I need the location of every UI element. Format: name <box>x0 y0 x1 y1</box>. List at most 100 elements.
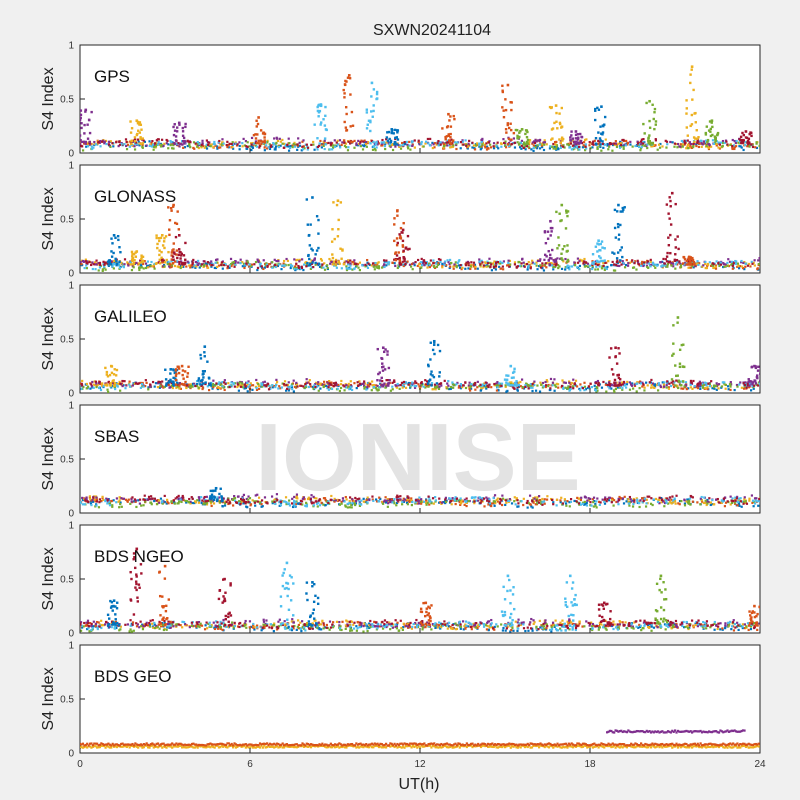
peak-point <box>369 119 372 123</box>
data-point <box>756 384 760 387</box>
data-point <box>481 141 485 145</box>
data-point <box>524 385 527 388</box>
data-point <box>236 383 239 386</box>
data-point <box>191 260 194 263</box>
data-point <box>248 386 251 389</box>
peak-point <box>317 103 321 107</box>
data-point <box>673 500 677 503</box>
data-point <box>322 140 325 143</box>
peak-point <box>254 137 258 140</box>
data-point <box>641 260 644 264</box>
peak-point <box>759 372 760 375</box>
data-point <box>654 139 658 142</box>
data-point <box>692 379 695 383</box>
data-point <box>443 263 446 266</box>
data-point <box>343 141 346 144</box>
data-point <box>210 384 214 387</box>
data-point <box>580 259 583 262</box>
data-point <box>85 261 88 265</box>
data-point <box>142 385 145 388</box>
data-point <box>748 499 751 502</box>
data-point <box>430 382 434 385</box>
data-point <box>382 385 385 388</box>
peak-point <box>164 378 168 381</box>
data-point <box>241 142 244 145</box>
data-point <box>413 146 416 149</box>
data-point <box>377 261 380 264</box>
data-point <box>454 261 457 264</box>
data-point <box>493 145 497 148</box>
data-point <box>458 266 462 269</box>
peak-point <box>515 383 518 386</box>
data-point <box>312 265 315 269</box>
data-point <box>539 381 542 384</box>
data-point <box>459 264 462 267</box>
peak-point <box>178 142 182 146</box>
peak-point <box>505 374 508 377</box>
data-point <box>320 146 323 149</box>
data-point <box>726 143 729 146</box>
data-point <box>391 381 394 384</box>
peak-point <box>82 140 86 143</box>
data-point <box>615 260 618 264</box>
peak-point <box>545 255 548 258</box>
peak-point <box>594 142 598 145</box>
data-point <box>90 499 93 502</box>
data-point <box>659 385 663 389</box>
peak-point <box>309 223 312 226</box>
data-point <box>223 504 227 507</box>
data-point <box>521 385 524 389</box>
data-point <box>550 262 553 265</box>
data-point <box>85 382 88 386</box>
data-point <box>510 143 513 146</box>
peak-point <box>599 242 602 246</box>
data-point <box>582 141 586 144</box>
data-point <box>176 142 179 145</box>
data-point <box>732 144 735 147</box>
data-point <box>99 388 103 392</box>
data-point <box>376 140 379 143</box>
data-point <box>117 382 120 386</box>
data-point <box>495 384 498 387</box>
data-point <box>244 139 248 143</box>
data-point <box>543 258 546 261</box>
data-point <box>501 265 504 268</box>
peak-point <box>749 380 753 383</box>
data-point <box>668 382 671 385</box>
data-point <box>524 384 527 387</box>
peak-point <box>382 350 386 354</box>
data-point <box>397 144 400 147</box>
data-point <box>191 266 194 269</box>
data-point <box>145 144 148 147</box>
data-point <box>481 261 484 264</box>
peak-point <box>648 134 651 137</box>
data-point <box>755 146 759 150</box>
data-point <box>216 258 219 261</box>
peak-point <box>391 261 394 264</box>
data-point <box>166 498 169 501</box>
data-point <box>528 146 531 150</box>
data-point <box>191 261 194 265</box>
data-point <box>187 140 190 143</box>
peak-point <box>172 258 175 261</box>
data-point <box>492 265 496 269</box>
data-point <box>417 139 420 142</box>
peak-point <box>754 382 758 385</box>
data-point <box>557 148 560 151</box>
data-point <box>612 499 616 502</box>
data-point <box>545 379 548 382</box>
data-point <box>91 267 94 271</box>
data-point <box>478 385 481 388</box>
data-point <box>176 385 179 388</box>
peak-point <box>139 142 142 146</box>
data-point <box>249 142 253 145</box>
data-point <box>138 266 141 270</box>
data-point <box>507 141 511 145</box>
data-point <box>480 140 483 144</box>
data-point <box>418 385 421 388</box>
peak-point <box>435 382 439 385</box>
data-point <box>698 142 701 145</box>
peak-point <box>754 380 757 383</box>
data-point <box>209 502 213 505</box>
data-point <box>449 146 452 149</box>
